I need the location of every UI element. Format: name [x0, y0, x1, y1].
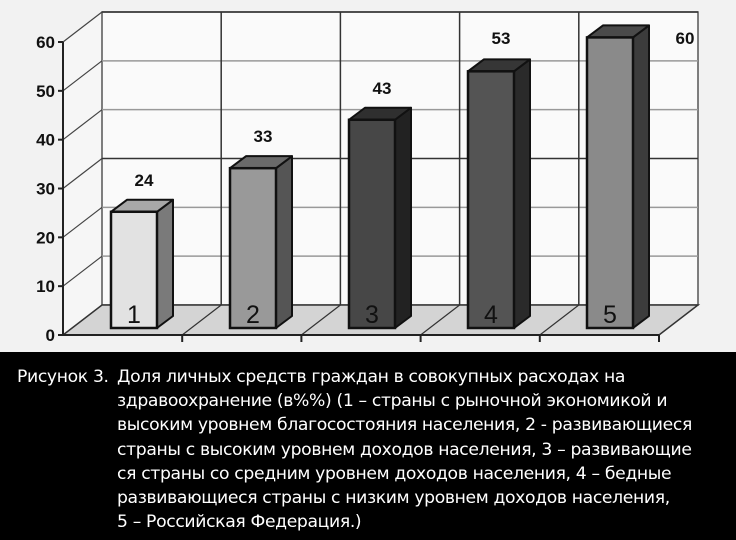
bar: 3: [347, 106, 412, 330]
gridline-side: [62, 255, 103, 287]
value-label: 53: [492, 29, 511, 48]
category-label: 3: [365, 301, 379, 329]
floor-divider: [420, 304, 460, 336]
caption-line: здравоохранение (в%%) (1 – страны с рыно…: [117, 391, 668, 412]
caption-body: Доля личных средств граждан в совокупных…: [117, 365, 732, 534]
caption-line: развивающиеся страны с низким уровнем до…: [117, 488, 670, 509]
bar-side: [156, 198, 174, 329]
bars: 1 2 3 4 5: [109, 24, 650, 330]
bar: 5: [585, 24, 650, 330]
y-tick-label: 20: [36, 228, 55, 247]
gridline-side: [62, 206, 103, 238]
caption-line: 5 – Российская Федерация.): [117, 512, 362, 533]
y-tick-label: 0: [46, 326, 55, 345]
category-label: 4: [484, 301, 498, 329]
gridline-side: [62, 109, 103, 141]
value-label: 43: [373, 79, 392, 98]
y-axis: 0 10 20 30 40 50 60: [36, 33, 660, 345]
caption-line: ся страны со средним уровнем доходов нас…: [117, 463, 672, 484]
caption-line: страны с высоким уровнем доходов населен…: [117, 439, 692, 460]
y-tick-label: 60: [36, 33, 55, 52]
bar: 2: [228, 155, 293, 330]
chart-area: 0 10 20 30 40 50 60 1 2 3 4 5 24 33 43 53 60: [0, 0, 736, 352]
category-label: 2: [246, 301, 260, 329]
bar-side: [275, 155, 293, 329]
value-label: 60: [676, 29, 695, 48]
floor-divider: [539, 304, 580, 336]
value-label: 24: [135, 171, 154, 190]
data-labels: 24 33 43 53 60: [135, 29, 695, 190]
bar-front: [347, 118, 397, 330]
bar-front: [466, 70, 516, 330]
caption-prefix: Рисунок 3.: [17, 367, 109, 387]
category-label: 1: [127, 301, 141, 329]
y-tick-label: 40: [36, 131, 55, 150]
caption-line: Доля личных средств граждан в совокупных…: [117, 367, 626, 387]
caption-line: высоким уровнем благосостояния населения…: [117, 415, 692, 436]
bar: 4: [466, 58, 531, 330]
y-tick-label: 30: [36, 180, 55, 199]
gridline-side: [62, 60, 103, 92]
floor-divider: [301, 304, 341, 336]
bar-chart: 0 10 20 30 40 50 60 1 2 3 4 5 24 33 43 53 60: [36, 11, 701, 345]
figure-caption: Рисунок 3. Доля личных средств граждан в…: [0, 352, 736, 540]
bar-front: [109, 210, 159, 330]
bar-side: [394, 106, 412, 329]
bar-side: [513, 58, 531, 329]
bar-front: [228, 166, 278, 330]
category-label: 5: [603, 301, 617, 329]
gridline-side: [62, 11, 103, 43]
bar-side: [632, 24, 650, 329]
bar: 1: [109, 198, 174, 330]
value-label: 33: [254, 127, 273, 146]
bar-front: [585, 36, 635, 330]
y-tick-label: 50: [36, 82, 55, 101]
y-tick-label: 10: [36, 277, 55, 296]
floor-divider: [181, 304, 222, 336]
gridline-side: [62, 158, 103, 189]
